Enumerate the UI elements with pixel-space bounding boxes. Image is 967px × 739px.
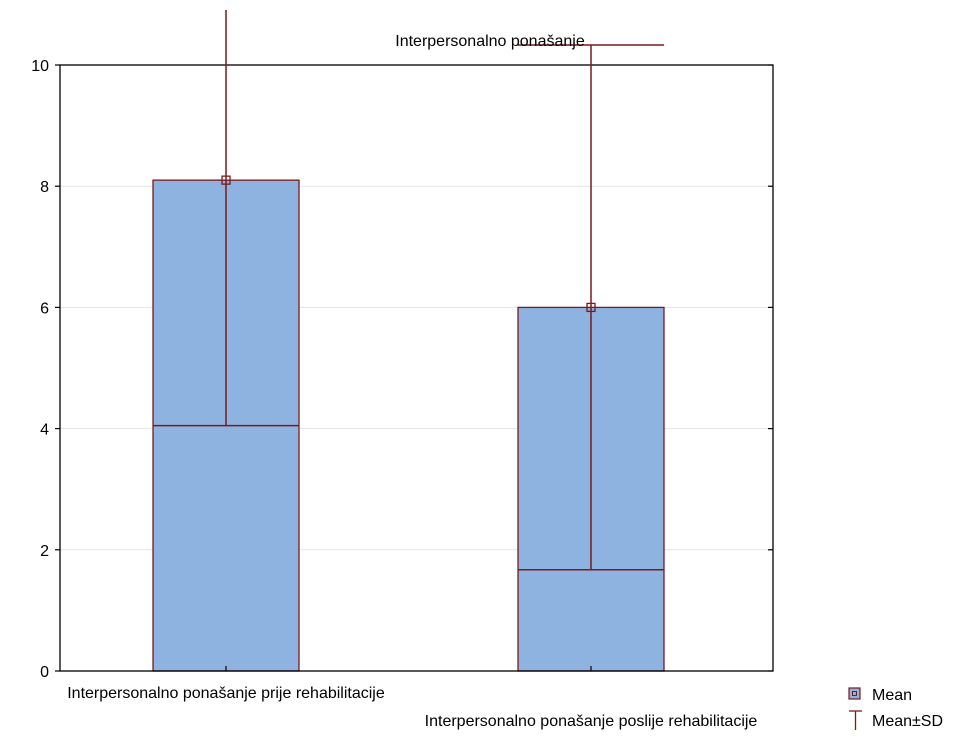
y-tick-label: 4	[40, 422, 49, 439]
x-category-label-1: Interpersonalno ponašanje prije rehabili…	[67, 685, 385, 702]
legend-mean-box	[848, 687, 861, 700]
legend: Mean Mean±SD	[848, 687, 943, 730]
plot-frame	[59, 64, 774, 672]
label-layer: Interpersonalno ponašanje prije rehabili…	[67, 685, 757, 730]
whisker-layer	[153, 10, 664, 571]
y-tick-label: 8	[40, 179, 49, 196]
legend-sd-label: Mean±SD	[872, 713, 943, 730]
chart-title: Interpersonalno ponašanje	[395, 33, 585, 50]
y-tick-label: 2	[40, 543, 49, 560]
x-category-label-2: Interpersonalno ponašanje poslije rehabi…	[425, 713, 758, 730]
axis-layer: 0 2 4 6 8 10	[31, 58, 773, 681]
legend-mean-marker	[852, 691, 857, 696]
y-tick-label: 0	[40, 664, 49, 681]
y-tick-label: 10	[31, 58, 49, 75]
y-tick-label: 6	[40, 300, 49, 317]
legend-mean-label: Mean	[872, 687, 912, 704]
